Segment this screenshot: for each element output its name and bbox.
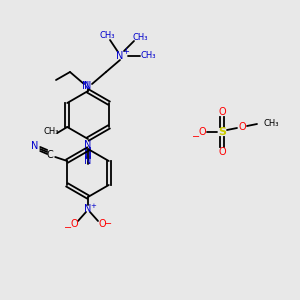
Text: CH₃: CH₃ xyxy=(99,31,115,40)
Text: O: O xyxy=(70,219,78,229)
Text: CH₃: CH₃ xyxy=(132,34,148,43)
Text: +: + xyxy=(90,203,96,209)
Text: O: O xyxy=(198,127,206,137)
Text: −: − xyxy=(104,219,112,229)
Text: C: C xyxy=(47,150,54,160)
Text: O: O xyxy=(98,219,106,229)
Text: N: N xyxy=(84,204,92,214)
Text: CH₃: CH₃ xyxy=(140,52,156,61)
Text: N: N xyxy=(84,81,92,91)
Text: −: − xyxy=(64,223,72,233)
Text: O: O xyxy=(218,147,226,157)
Text: N: N xyxy=(31,141,38,151)
Text: N: N xyxy=(84,140,92,150)
Text: S: S xyxy=(218,127,226,137)
Text: N: N xyxy=(84,156,92,166)
Text: N: N xyxy=(116,51,124,61)
Text: O: O xyxy=(218,107,226,117)
Text: CH₃: CH₃ xyxy=(264,118,280,127)
Text: CH₃: CH₃ xyxy=(44,127,59,136)
Text: +: + xyxy=(123,47,129,56)
Text: N: N xyxy=(82,81,90,91)
Text: O: O xyxy=(238,122,246,132)
Text: −: − xyxy=(192,132,200,142)
